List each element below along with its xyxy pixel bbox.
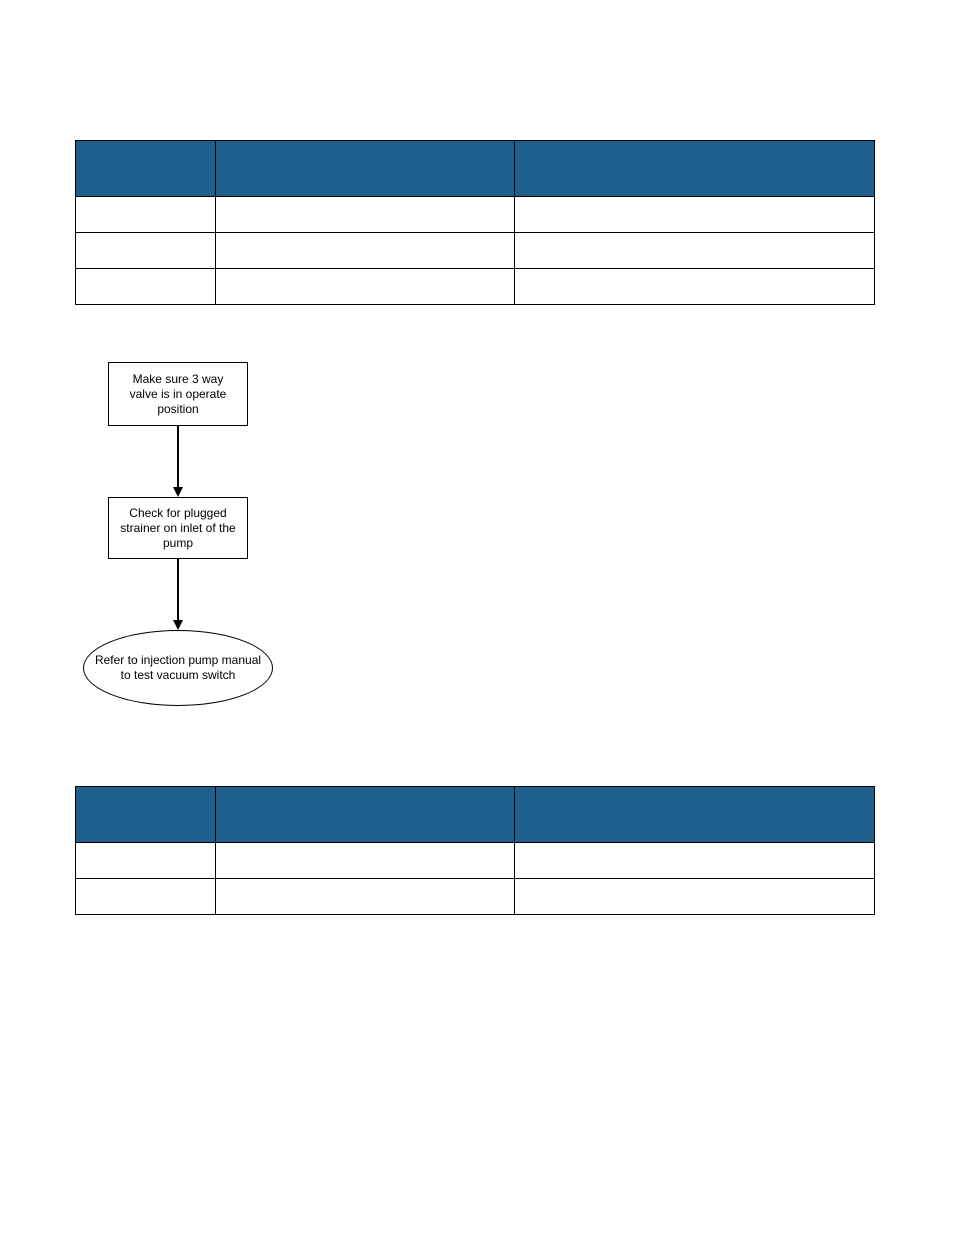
table-cell bbox=[515, 879, 875, 915]
table-cell bbox=[76, 269, 216, 305]
table-row bbox=[76, 879, 875, 915]
flow-node-text: Check for plugged strainer on inlet of t… bbox=[117, 506, 239, 551]
table-row bbox=[76, 197, 875, 233]
flow-arrow bbox=[177, 559, 179, 620]
table-1-header-cell bbox=[76, 141, 216, 197]
table-cell bbox=[215, 843, 515, 879]
table-cell bbox=[215, 233, 515, 269]
table-2-header-cell bbox=[215, 787, 515, 843]
flow-node-text: Make sure 3 way valve is in operate posi… bbox=[117, 372, 239, 417]
table-2-header-cell bbox=[515, 787, 875, 843]
arrow-head-icon bbox=[173, 487, 183, 497]
table-cell bbox=[76, 843, 216, 879]
table-2-header-cell bbox=[76, 787, 216, 843]
table-cell bbox=[76, 197, 216, 233]
table-row bbox=[76, 269, 875, 305]
table-1-header-cell bbox=[215, 141, 515, 197]
flow-node-valve-position: Make sure 3 way valve is in operate posi… bbox=[108, 362, 248, 426]
arrow-head-icon bbox=[173, 620, 183, 630]
table-1-header-cell bbox=[515, 141, 875, 197]
flow-node-text: Refer to injection pump manual to test v… bbox=[92, 653, 264, 683]
table-cell bbox=[215, 197, 515, 233]
table-row bbox=[76, 843, 875, 879]
table-row bbox=[76, 233, 875, 269]
table-cell bbox=[215, 269, 515, 305]
flow-node-check-strainer: Check for plugged strainer on inlet of t… bbox=[108, 497, 248, 559]
table-cell bbox=[515, 269, 875, 305]
flow-node-refer-manual: Refer to injection pump manual to test v… bbox=[83, 630, 273, 706]
table-cell bbox=[515, 843, 875, 879]
table-2 bbox=[75, 786, 875, 915]
table-2-header-row bbox=[76, 787, 875, 843]
page: Make sure 3 way valve is in operate posi… bbox=[0, 0, 954, 1235]
table-cell bbox=[515, 197, 875, 233]
table-cell bbox=[515, 233, 875, 269]
table-1 bbox=[75, 140, 875, 305]
flow-arrow bbox=[177, 426, 179, 487]
table-cell bbox=[76, 879, 216, 915]
table-1-header-row bbox=[76, 141, 875, 197]
table-cell bbox=[76, 233, 216, 269]
table-cell bbox=[215, 879, 515, 915]
